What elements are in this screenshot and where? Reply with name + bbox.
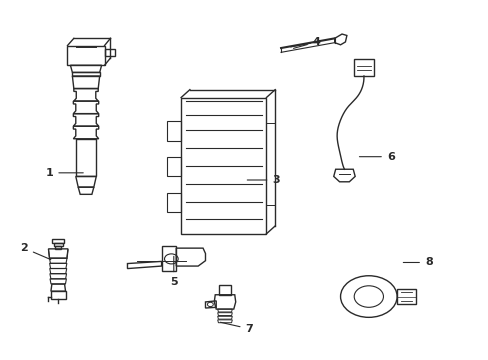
Bar [396,289,415,304]
Bar [181,98,266,234]
Text: 2: 2 [20,243,51,260]
Bar [353,59,373,76]
Bar [167,121,181,140]
Bar [167,193,181,212]
Text: 5: 5 [170,256,177,287]
Text: 8: 8 [403,257,432,267]
Bar [266,123,275,205]
Text: 7: 7 [220,322,253,334]
Text: 4: 4 [293,37,320,48]
Text: 3: 3 [247,175,280,185]
Text: 1: 1 [45,168,83,178]
Text: 6: 6 [359,152,394,162]
Bar [167,157,181,176]
